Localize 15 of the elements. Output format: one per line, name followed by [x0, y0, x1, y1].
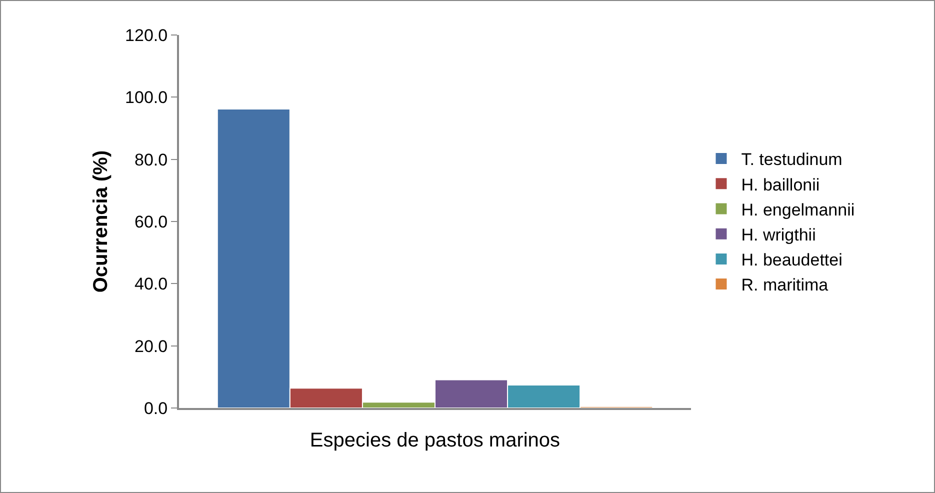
y-tick-label: 80.0	[134, 150, 168, 170]
y-tick-label: 0.0	[144, 398, 168, 418]
y-axis-title: Ocurrencia (%)	[90, 150, 112, 293]
legend-label: H. engelmannii	[741, 200, 855, 220]
y-tick-label: 100.0	[125, 88, 168, 108]
legend-label: H. wrigthii	[741, 225, 816, 244]
legend-label: R. maritima	[741, 276, 829, 295]
x-axis-title: Especies de pastos marinos	[310, 429, 560, 452]
legend-label: H. baillonii	[741, 175, 820, 194]
legend-label: T. testudinum	[741, 150, 842, 170]
y-tick-label: 120.0	[125, 26, 168, 45]
y-tick-label: 20.0	[134, 336, 168, 356]
y-tick-label: 40.0	[134, 274, 168, 294]
legend-label: H. beaudettei	[741, 250, 842, 270]
y-tick-label: 60.0	[134, 212, 168, 232]
